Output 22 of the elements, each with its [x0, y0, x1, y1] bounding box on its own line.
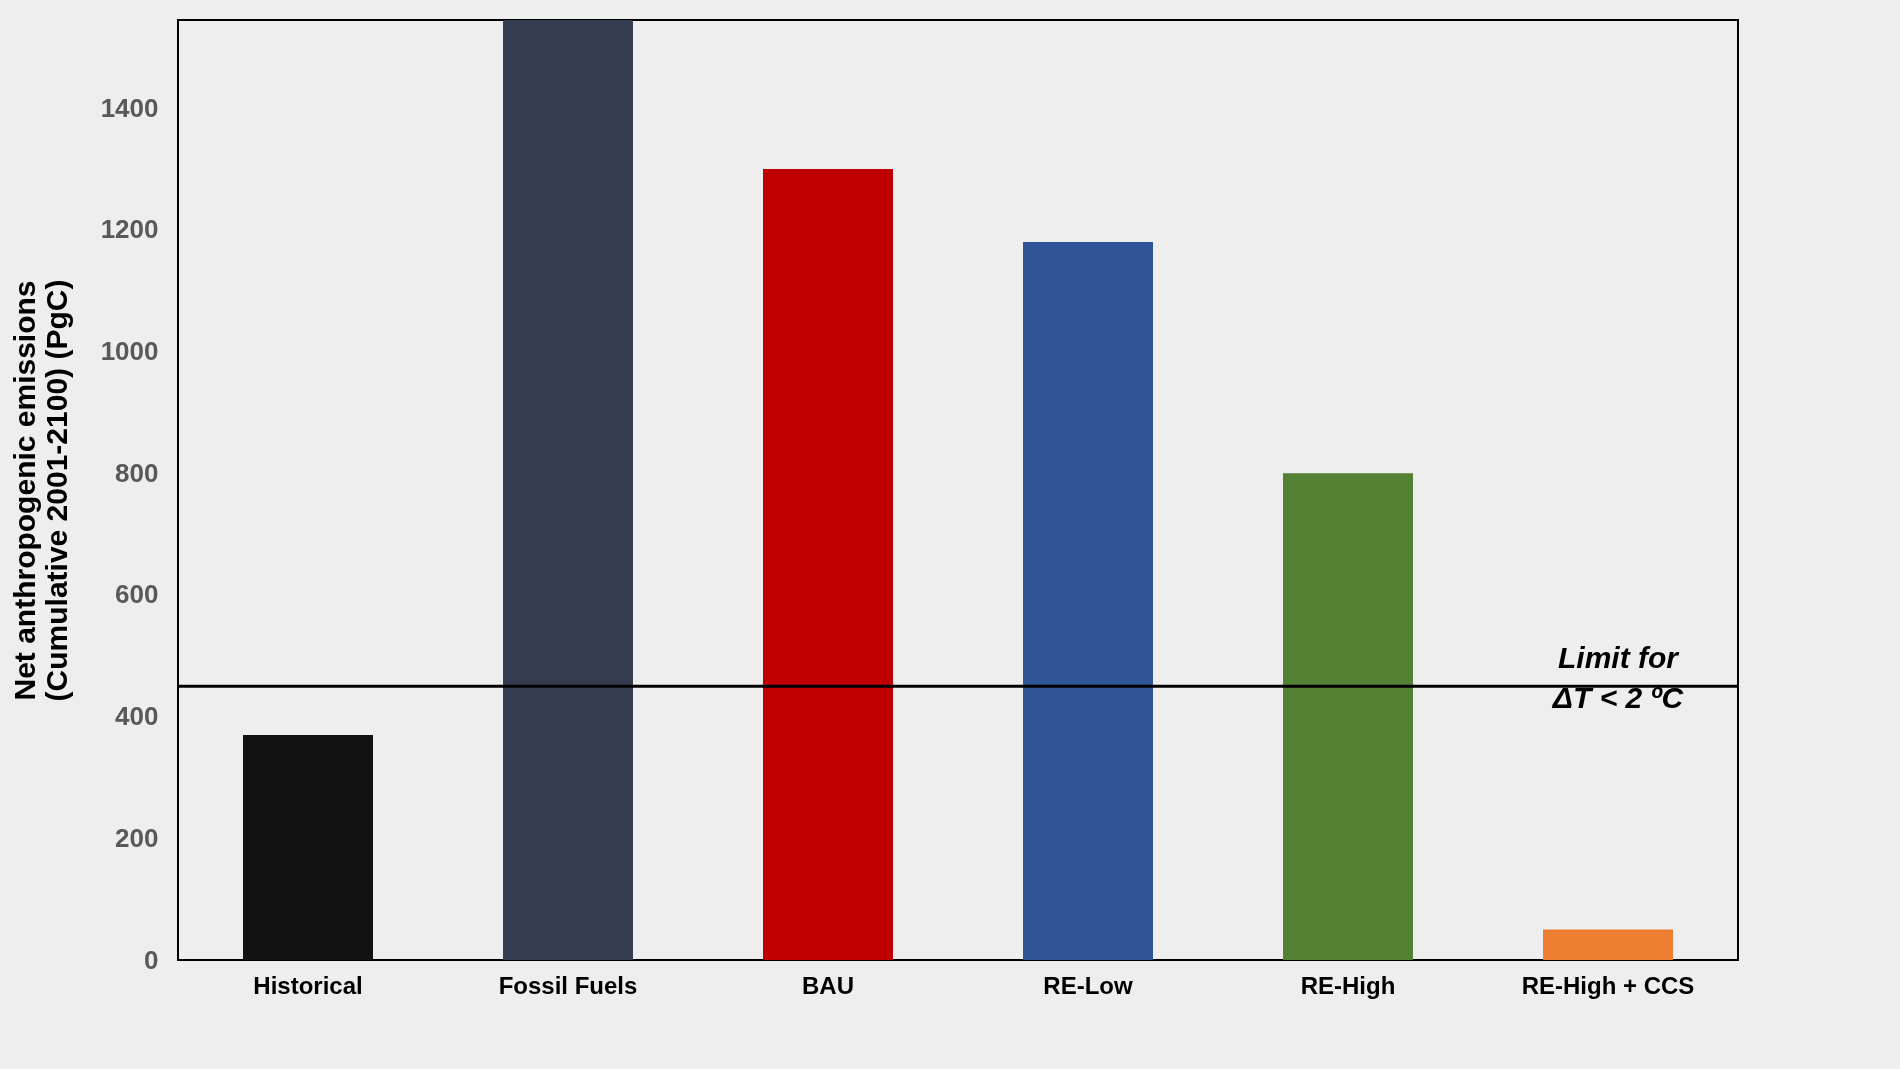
y-tick-label: 1400: [100, 92, 159, 123]
x-tick-label: BAU: [802, 971, 854, 999]
x-tick-label: RE-High: [1300, 971, 1396, 999]
y-tick-label: 1000: [100, 336, 159, 367]
y-tick-label: 800: [115, 457, 159, 488]
bar: [243, 734, 373, 960]
y-tick-label: 600: [115, 579, 159, 610]
y-tick-label: 1200: [100, 214, 159, 245]
bar: [763, 169, 893, 960]
bar: [1543, 929, 1673, 960]
bar: [1283, 473, 1413, 960]
y-tick-label: 0: [144, 944, 159, 975]
y-tick-label: 200: [115, 822, 159, 853]
x-tick-label: Historical: [253, 971, 363, 999]
y-tick-label: 400: [115, 701, 159, 732]
x-tick-label: RE-High + CCS: [1521, 971, 1695, 999]
y-axis-title: Net anthropogenic emissions (Cumulative 2001-2100) (PgC): [7, 279, 73, 702]
ref-line-label: Limit for ΔT < 2 ºC: [1551, 641, 1685, 715]
x-tick-label: RE-Low: [1043, 971, 1133, 999]
bar: [503, 20, 633, 960]
x-tick-label: Fossil Fuels: [498, 971, 638, 999]
bar: [1023, 242, 1153, 960]
